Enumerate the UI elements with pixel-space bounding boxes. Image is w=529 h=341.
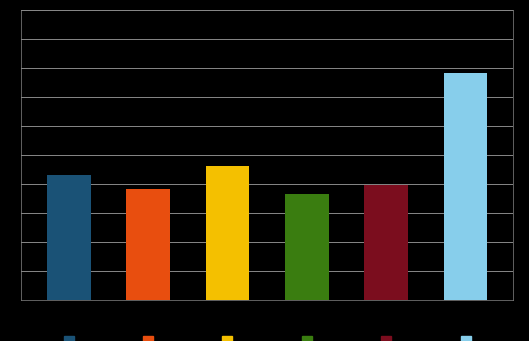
Bar [206,166,249,300]
Bar [364,185,408,300]
Bar [47,175,90,300]
Bar [285,194,329,300]
Bar [126,189,170,300]
Bar [444,73,487,300]
